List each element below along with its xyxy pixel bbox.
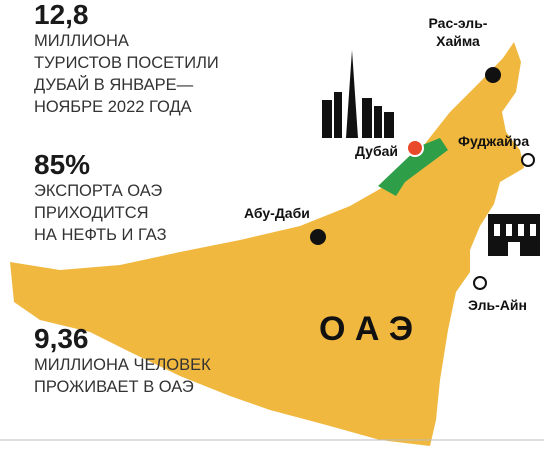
city-dot: [310, 229, 326, 245]
fort-icon: [488, 214, 540, 256]
city-dot: [406, 139, 424, 157]
stat-text: ТУРИСТОВ ПОСЕТИЛИ: [34, 54, 219, 72]
city-label: Абу-Даби: [244, 205, 310, 221]
stat-text: МИЛЛИОНА: [34, 32, 129, 50]
city-dot: [521, 153, 535, 167]
stat-number: 85%: [34, 149, 90, 180]
stat-text: НА НЕФТЬ И ГАЗ: [34, 226, 167, 244]
stats: 12,8 МИЛЛИОНА ТУРИСТОВ ПОСЕТИЛИ ДУБАЙ В ЯНВ…: [34, 0, 219, 396]
stat-text: ПРИХОДИТСЯ: [34, 204, 149, 222]
skyline-icon: [322, 50, 394, 138]
city-label: Хайма: [436, 33, 480, 49]
city-dot: [473, 276, 487, 290]
stat-text: ДУБАЙ В ЯНВАРЕ—: [34, 75, 194, 94]
dubai-area: [378, 138, 448, 196]
city-label: Дубай: [355, 143, 398, 159]
uae-map: [10, 42, 524, 446]
city-dot: [485, 67, 501, 83]
stat-text: НОЯБРЕ 2022 ГОДА: [34, 98, 192, 116]
country-label: О А Э: [319, 310, 413, 348]
stat-number: 12,8: [34, 0, 89, 30]
stat-number: 9,36: [34, 323, 89, 354]
stat-text: ЭКСПОРТА ОАЭ: [34, 182, 162, 200]
city-label: Рас-эль-: [429, 15, 488, 31]
stat-text: МИЛЛИОНА ЧЕЛОВЕК: [34, 356, 211, 374]
stat-text: ПРОЖИВАЕТ В ОАЭ: [34, 378, 194, 396]
city-label: Фуджайра: [458, 133, 529, 149]
city-label: Эль-Айн: [468, 297, 527, 313]
